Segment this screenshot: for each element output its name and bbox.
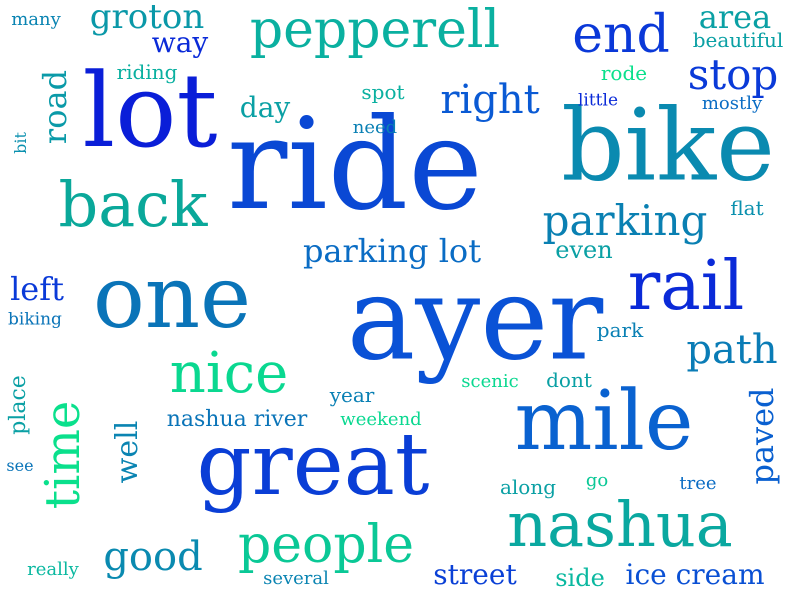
word-need: need (352, 117, 398, 138)
word-mile: mile (514, 374, 694, 469)
word-park: park (596, 318, 644, 342)
word-little: little (577, 90, 619, 111)
word-well: well (110, 420, 145, 484)
word-spot: spot (361, 80, 405, 104)
word-beautiful: beautiful (692, 28, 784, 52)
word-end: end (572, 5, 670, 65)
word-right: right (440, 77, 540, 123)
word-paved: paved (743, 387, 781, 485)
word-rail: rail (627, 247, 745, 326)
word-pepperell: pepperell (249, 0, 501, 60)
word-time: time (35, 400, 91, 510)
word-great: great (196, 415, 430, 515)
word-ayer: ayer (346, 252, 604, 387)
word-road: road (36, 69, 74, 145)
word-dont: dont (546, 368, 592, 392)
word-really: really (27, 559, 79, 580)
word-mostly: mostly (701, 93, 763, 114)
word-groton: groton (89, 0, 205, 37)
word-several: several (263, 568, 329, 589)
word-nashua-river: nashua river (166, 407, 308, 432)
word-people: people (237, 515, 415, 575)
word-nashua: nashua (507, 488, 733, 561)
word-along: along (499, 475, 557, 499)
word-nice: nice (169, 341, 289, 406)
word-parking-lot: parking lot (302, 232, 482, 270)
word-back: back (58, 168, 208, 241)
word-way: way (151, 26, 209, 59)
word-many: many (11, 9, 61, 30)
word-area: area (698, 0, 772, 36)
word-year: year (329, 383, 375, 407)
word-flat: flat (730, 196, 764, 220)
word-day: day (239, 91, 291, 124)
word-bit: bit (11, 132, 30, 154)
word-even: even (555, 236, 613, 264)
word-biking: biking (8, 309, 62, 330)
word-tree: tree (679, 473, 717, 494)
word-weekend: weekend (340, 409, 422, 430)
word-ride: ride (227, 91, 483, 238)
word-street: street (433, 558, 517, 591)
word-bike: bike (561, 88, 775, 204)
word-lot: lot (82, 52, 218, 171)
word-left: left (10, 270, 64, 308)
word-rode: rode (600, 61, 648, 85)
word-see: see (6, 456, 34, 475)
word-parking: parking (542, 196, 708, 245)
word-place: place (6, 375, 31, 435)
word-scenic: scenic (461, 371, 519, 392)
word-ice-cream: ice cream (625, 558, 765, 591)
word-stop: stop (687, 50, 779, 99)
word-side: side (555, 564, 605, 592)
word-good: good (103, 534, 203, 580)
word-riding: riding (116, 60, 178, 84)
word-path: path (686, 327, 778, 373)
word-go: go (585, 470, 609, 491)
word-one: one (92, 248, 252, 348)
